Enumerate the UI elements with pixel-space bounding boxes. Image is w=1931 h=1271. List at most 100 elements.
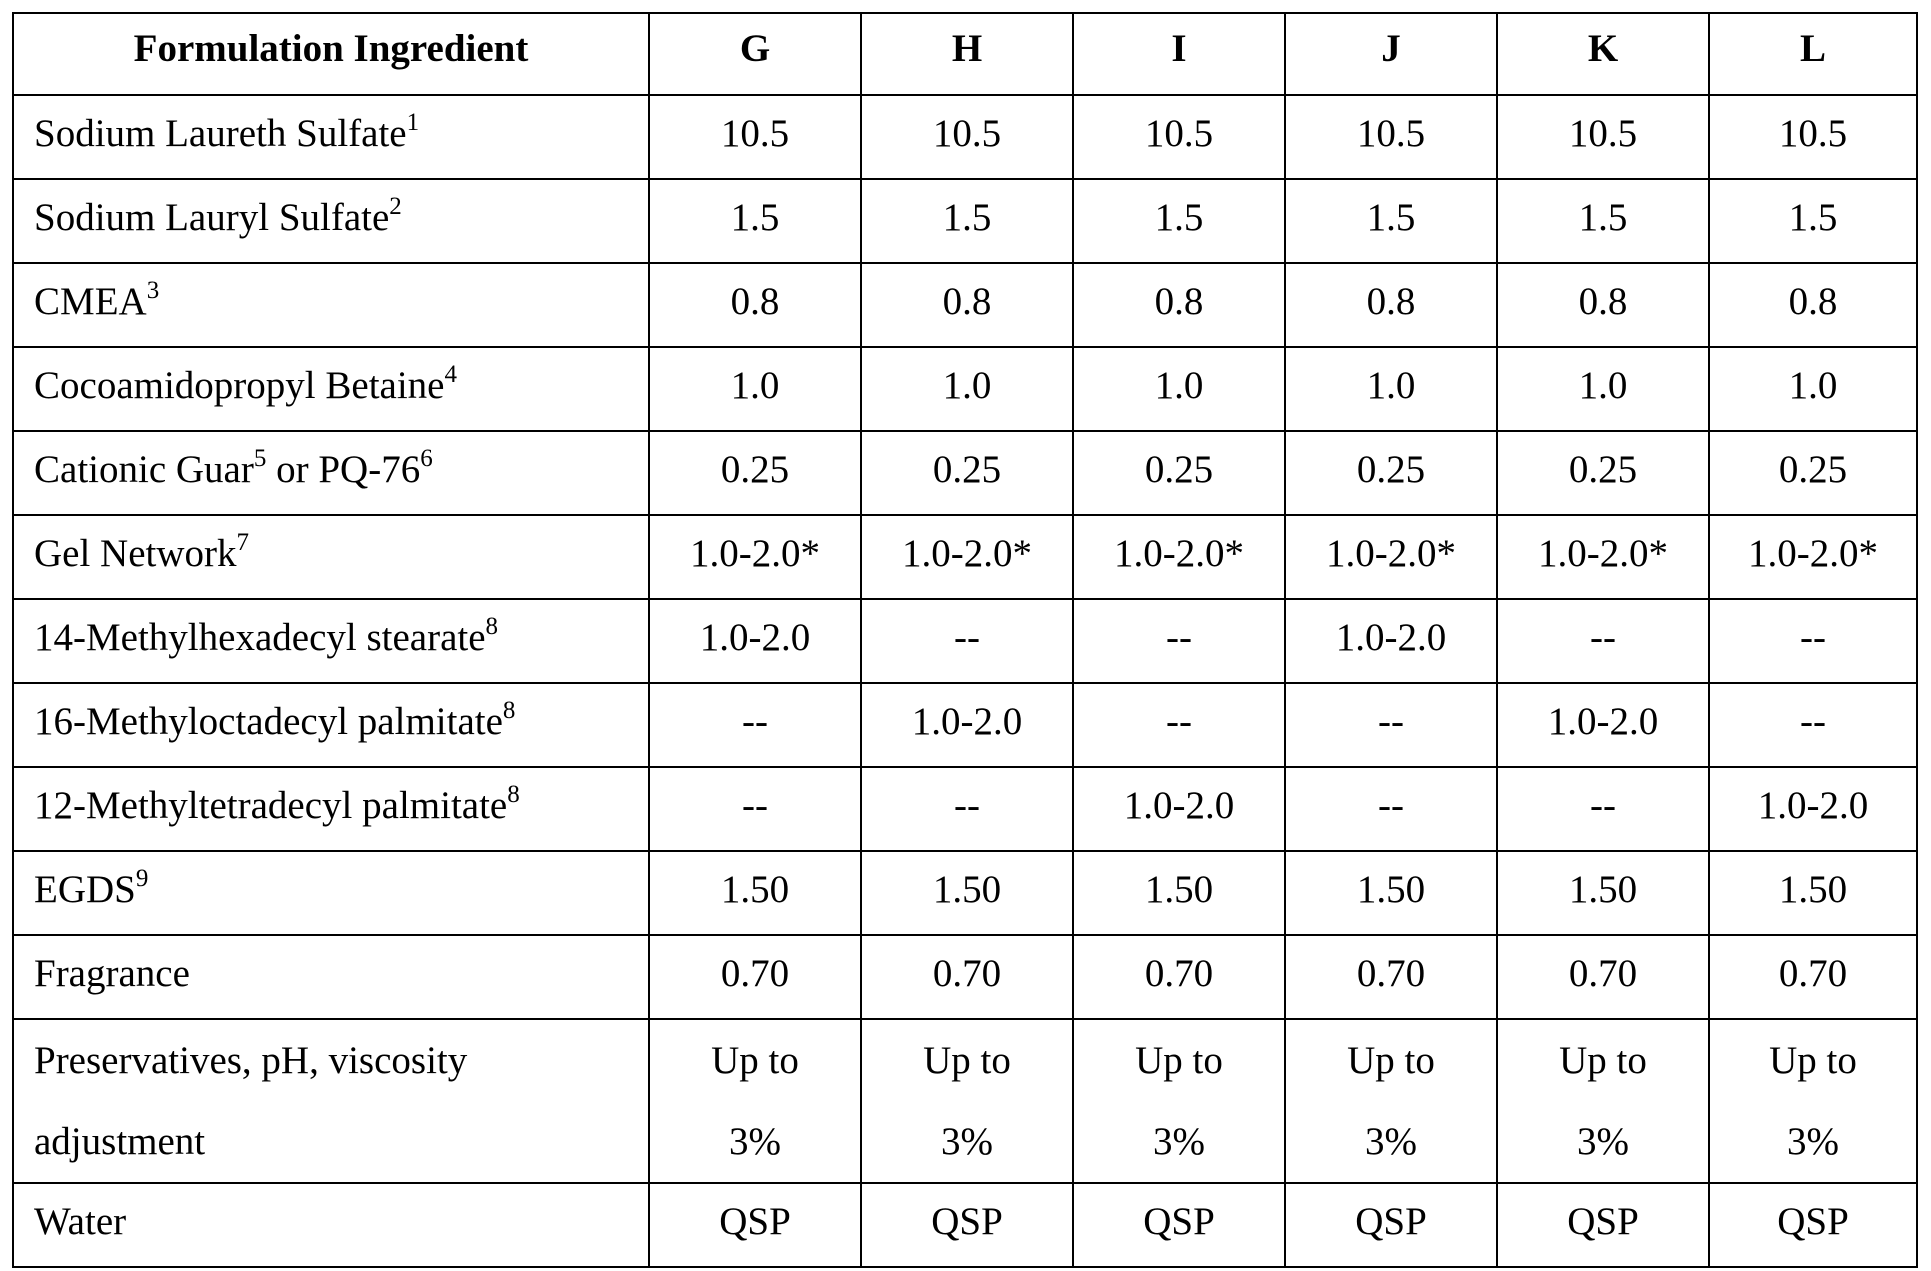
header-column: J — [1285, 13, 1497, 95]
value-cell: 1.5 — [1073, 179, 1285, 263]
header-column: K — [1497, 13, 1709, 95]
value-cell: 10.5 — [1285, 95, 1497, 179]
label-text: Cocoamidopropyl Betaine — [34, 364, 445, 407]
footnote-ref: 8 — [503, 697, 516, 724]
footnote-ref: 2 — [389, 193, 402, 220]
value-cell: Up to3% — [1497, 1019, 1709, 1183]
label-text: Sodium Laureth Sulfate — [34, 112, 407, 155]
table-row: 14-Methylhexadecyl stearate81.0-2.0----1… — [13, 599, 1917, 683]
value-line: 3% — [1286, 1101, 1496, 1182]
value-line: Up to — [1074, 1020, 1284, 1101]
value-line: Up to — [1286, 1020, 1496, 1101]
value-cell: 0.8 — [1497, 263, 1709, 347]
label-text: or PQ-76 — [266, 448, 420, 491]
footnote-ref: 4 — [445, 361, 458, 388]
footnote-ref: 1 — [407, 109, 420, 136]
header-column: L — [1709, 13, 1917, 95]
value-cell: 1.0-2.0* — [649, 515, 861, 599]
value-cell: 1.0 — [861, 347, 1073, 431]
table-row: Preservatives, pH, viscosityadjustment Up… — [13, 1019, 1917, 1183]
value-cell: 0.25 — [861, 431, 1073, 515]
value-cell: 1.0-2.0* — [861, 515, 1073, 599]
value-cell: 10.5 — [1497, 95, 1709, 179]
header-column: G — [649, 13, 861, 95]
value-cell: 0.8 — [1073, 263, 1285, 347]
value-cell: 0.70 — [1073, 935, 1285, 1019]
table-row: Sodium Lauryl Sulfate21.51.51.51.51.51.5 — [13, 179, 1917, 263]
value-cell: -- — [861, 767, 1073, 851]
value-cell: 1.0 — [1497, 347, 1709, 431]
value-cell: 1.5 — [1709, 179, 1917, 263]
value-cell: 1.0-2.0* — [1073, 515, 1285, 599]
value-cell: 1.0-2.0* — [1709, 515, 1917, 599]
value-cell: 0.25 — [1285, 431, 1497, 515]
value-line: Up to — [1710, 1020, 1916, 1101]
ingredient-label: Preservatives, pH, viscosityadjustment — [13, 1019, 649, 1183]
value-cell: QSP — [1285, 1183, 1497, 1267]
table-row: Gel Network71.0-2.0*1.0-2.0*1.0-2.0*1.0-… — [13, 515, 1917, 599]
label-text: Gel Network — [34, 532, 237, 575]
value-cell: 1.0-2.0 — [1497, 683, 1709, 767]
value-cell: -- — [649, 767, 861, 851]
value-cell: -- — [1709, 683, 1917, 767]
value-cell: 1.0 — [649, 347, 861, 431]
value-cell: 1.5 — [1285, 179, 1497, 263]
table-row: Cationic Guar5 or PQ-7660.250.250.250.25… — [13, 431, 1917, 515]
value-line: Up to — [1498, 1020, 1708, 1101]
value-cell: 1.50 — [1073, 851, 1285, 935]
ingredient-label: Cocoamidopropyl Betaine4 — [13, 347, 649, 431]
value-cell: 0.8 — [649, 263, 861, 347]
label-text: Sodium Lauryl Sulfate — [34, 196, 389, 239]
value-cell: QSP — [861, 1183, 1073, 1267]
value-line: Up to — [862, 1020, 1072, 1101]
header-column: H — [861, 13, 1073, 95]
value-cell: 0.8 — [1285, 263, 1497, 347]
value-cell: 0.70 — [1497, 935, 1709, 1019]
value-cell: 0.25 — [1497, 431, 1709, 515]
header-row: Formulation IngredientGHIJKL — [13, 13, 1917, 95]
ingredient-label: Cationic Guar5 or PQ-766 — [13, 431, 649, 515]
value-cell: 1.5 — [1497, 179, 1709, 263]
ingredient-label: Sodium Lauryl Sulfate2 — [13, 179, 649, 263]
value-cell: -- — [1709, 599, 1917, 683]
label-text: 12-Methyltetradecyl palmitate — [34, 784, 507, 827]
value-cell: -- — [1073, 599, 1285, 683]
value-line: 3% — [650, 1101, 860, 1182]
value-cell: Up to3% — [1285, 1019, 1497, 1183]
footnote-ref: 5 — [254, 445, 267, 472]
table-header: Formulation IngredientGHIJKL — [13, 13, 1917, 95]
value-cell: 1.5 — [649, 179, 861, 263]
footnote-ref: 8 — [486, 613, 499, 640]
value-cell: -- — [1073, 683, 1285, 767]
value-cell: -- — [1497, 599, 1709, 683]
value-cell: 0.70 — [1709, 935, 1917, 1019]
value-cell: 0.70 — [1285, 935, 1497, 1019]
value-cell: 1.50 — [861, 851, 1073, 935]
label-text: Preservatives, pH, viscosity — [34, 1020, 648, 1101]
value-cell: 1.0-2.0* — [1497, 515, 1709, 599]
value-cell: 10.5 — [1073, 95, 1285, 179]
ingredient-label: Sodium Laureth Sulfate1 — [13, 95, 649, 179]
table-row: 12-Methyltetradecyl palmitate8----1.0-2.… — [13, 767, 1917, 851]
label-text: 16-Methyloctadecyl palmitate — [34, 700, 503, 743]
ingredient-label: EGDS9 — [13, 851, 649, 935]
value-line: 3% — [1710, 1101, 1916, 1182]
value-cell: 1.0 — [1285, 347, 1497, 431]
ingredient-label: 14-Methylhexadecyl stearate8 — [13, 599, 649, 683]
footnote-ref: 7 — [237, 529, 250, 556]
table-body: Sodium Laureth Sulfate110.510.510.510.51… — [13, 95, 1917, 1267]
ingredient-label: CMEA3 — [13, 263, 649, 347]
ingredient-label: Gel Network7 — [13, 515, 649, 599]
table-row: CMEA30.80.80.80.80.80.8 — [13, 263, 1917, 347]
value-cell: 0.25 — [1709, 431, 1917, 515]
value-cell: 10.5 — [649, 95, 861, 179]
value-cell: -- — [861, 599, 1073, 683]
value-cell: 0.8 — [861, 263, 1073, 347]
footnote-ref: 6 — [420, 445, 433, 472]
value-cell: 10.5 — [861, 95, 1073, 179]
value-line: 3% — [1498, 1101, 1708, 1182]
label-text: Water — [34, 1200, 126, 1243]
table-row: Fragrance0.700.700.700.700.700.70 — [13, 935, 1917, 1019]
value-line: 3% — [862, 1101, 1072, 1182]
